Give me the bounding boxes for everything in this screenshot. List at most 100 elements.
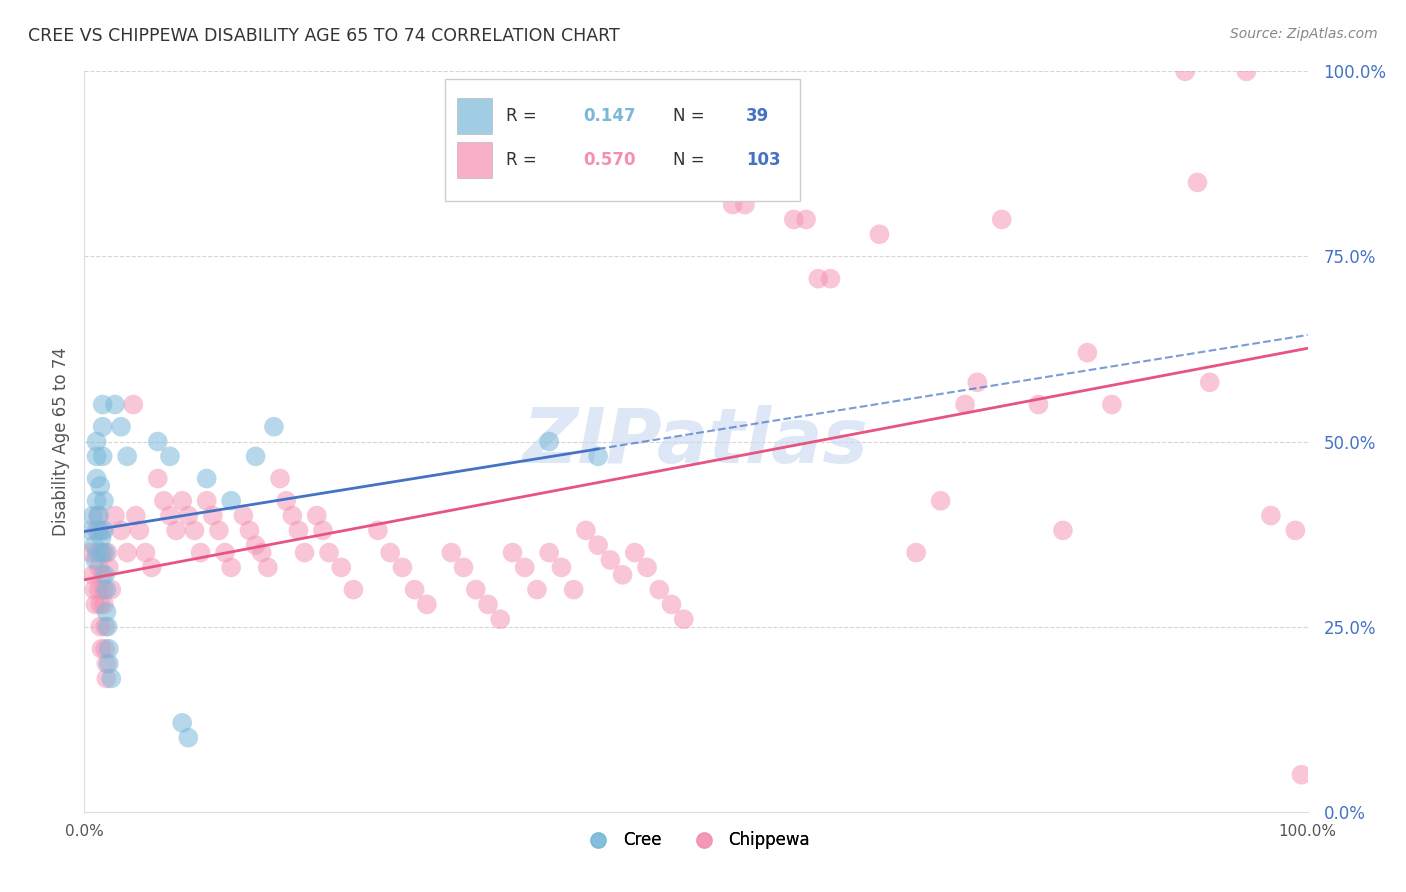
Point [342,582,364,597]
Point [94,619,117,633]
Point [93,582,115,597]
Point [464,582,486,597]
FancyBboxPatch shape [457,143,492,178]
Point [100,672,122,686]
Point [146,434,169,449]
FancyBboxPatch shape [457,98,492,134]
Point [94,641,117,656]
Point [294,546,316,560]
Point [122,398,145,412]
Point [190,546,212,560]
Point [208,524,231,538]
Text: 103: 103 [747,152,780,169]
Point [281,508,304,523]
FancyBboxPatch shape [446,78,800,201]
Point [586,538,609,552]
Point [86,493,108,508]
Point [367,524,389,538]
Point [110,524,132,538]
Point [86,450,108,464]
Point [165,524,187,538]
Point [141,560,163,574]
Point [734,197,756,211]
Point [93,598,115,612]
Text: 0.570: 0.570 [583,152,636,169]
Point [87,560,110,574]
Point [93,524,115,538]
Point [89,546,111,560]
Point [195,493,218,508]
Point [648,582,671,597]
Point [502,546,524,560]
Point [172,715,194,730]
Point [91,419,114,434]
Point [312,524,335,538]
Point [526,582,548,597]
Point [953,398,976,412]
Point [440,546,463,560]
Point [453,560,475,574]
Point [929,493,952,508]
Point [195,471,218,485]
Point [94,567,117,582]
Point [86,471,108,485]
Point [91,546,114,560]
Point [1187,175,1209,190]
Point [905,546,928,560]
Point [172,493,194,508]
Point [159,450,181,464]
Point [287,524,309,538]
Point [513,560,536,574]
Point [104,508,127,523]
Point [661,598,683,612]
Point [238,524,260,538]
Point [1198,376,1220,390]
Point [87,508,110,523]
Point [318,546,340,560]
Point [115,546,138,560]
Point [245,450,267,464]
Point [89,598,111,612]
Point [538,434,561,449]
Text: N =: N = [672,152,704,169]
Point [135,546,157,560]
Point [391,560,413,574]
Point [90,641,112,656]
Point [575,524,598,538]
Point [159,508,181,523]
Point [94,546,117,560]
Point [100,582,122,597]
Point [612,567,634,582]
Point [82,567,104,582]
Point [404,582,426,597]
Point [245,538,267,552]
Point [96,582,118,597]
Point [820,271,842,285]
Point [538,546,561,560]
Text: N =: N = [672,107,704,125]
Point [624,546,647,560]
Point [1284,524,1306,538]
Point [1236,64,1258,78]
Point [87,508,110,523]
Point [807,271,830,285]
Point [1052,524,1074,538]
Point [91,450,114,464]
Point [177,731,200,745]
Point [991,212,1014,227]
Point [783,212,806,227]
Point [721,197,744,211]
Point [89,479,111,493]
Point [96,672,118,686]
Text: ZIPatlas: ZIPatlas [523,405,869,478]
Point [380,546,402,560]
Point [219,493,242,508]
Point [84,553,107,567]
Point [586,450,609,464]
Text: 39: 39 [747,107,769,125]
Point [128,524,150,538]
Point [87,582,110,597]
Text: R =: R = [506,152,537,169]
Point [794,212,817,227]
Point [219,560,242,574]
